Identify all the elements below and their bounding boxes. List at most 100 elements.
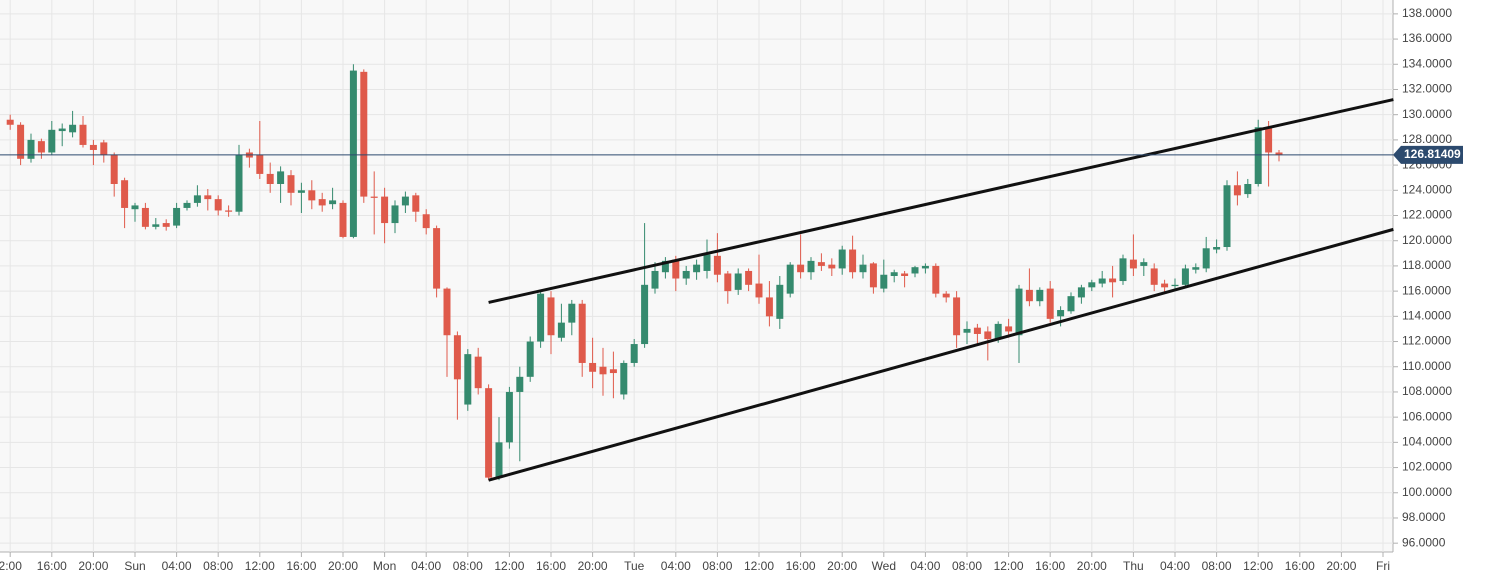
candle-body bbox=[1109, 278, 1117, 283]
candle-body bbox=[256, 155, 264, 174]
candle-body bbox=[516, 376, 524, 392]
candle-body bbox=[1181, 268, 1189, 285]
candle-body bbox=[17, 124, 25, 159]
x-tick-label: 20:00 bbox=[1077, 559, 1107, 573]
candle-body bbox=[89, 144, 97, 150]
candle-body bbox=[537, 293, 545, 342]
candle-body bbox=[599, 366, 607, 375]
candle-body bbox=[1067, 296, 1075, 312]
candle-body bbox=[589, 362, 597, 372]
candle-body bbox=[776, 284, 784, 319]
candle-body bbox=[1057, 310, 1065, 317]
x-tick-label: 08:00 bbox=[203, 559, 233, 573]
last-price-badge bbox=[1393, 145, 1463, 164]
candle-body bbox=[1098, 278, 1106, 284]
candle-body bbox=[994, 323, 1002, 340]
y-tick-label: 138.0000 bbox=[1402, 6, 1452, 20]
candle-body bbox=[817, 262, 825, 266]
y-tick-label: 116.0000 bbox=[1402, 283, 1451, 297]
candle-body bbox=[661, 260, 669, 273]
candle-body bbox=[318, 199, 326, 206]
x-tick-label: 08:00 bbox=[952, 559, 982, 573]
candle-body bbox=[100, 142, 108, 156]
y-tick-label: 130.0000 bbox=[1402, 107, 1452, 121]
candle-body bbox=[412, 195, 420, 212]
x-tick-label: 12:00 bbox=[744, 559, 774, 573]
candle-body bbox=[48, 129, 56, 153]
candle-body bbox=[1223, 185, 1231, 248]
x-tick-label: Mon bbox=[373, 559, 396, 573]
x-tick-label: 20:00 bbox=[1326, 559, 1356, 573]
y-tick-label: 136.0000 bbox=[1402, 31, 1452, 45]
candle-body bbox=[734, 273, 742, 290]
candle-body bbox=[911, 267, 919, 274]
candle-body bbox=[1254, 127, 1262, 184]
candle-body bbox=[58, 128, 66, 132]
candle-body bbox=[620, 362, 628, 395]
x-tick-label: Sun bbox=[124, 559, 145, 573]
candle-body bbox=[1140, 262, 1148, 266]
candle-body bbox=[932, 265, 940, 294]
y-tick-label: 96.0000 bbox=[1402, 535, 1446, 549]
candle-body bbox=[495, 442, 503, 478]
candle-body bbox=[755, 283, 763, 298]
y-tick-label: 106.0000 bbox=[1402, 409, 1452, 423]
y-tick-label: 122.0000 bbox=[1402, 208, 1452, 222]
y-tick-label: 104.0000 bbox=[1402, 435, 1452, 449]
x-tick-label: 04:00 bbox=[910, 559, 940, 573]
candle-body bbox=[693, 264, 701, 273]
x-tick-label: 12:00 bbox=[994, 559, 1024, 573]
candle-body bbox=[526, 341, 534, 377]
candle-body bbox=[474, 356, 482, 389]
candle-body bbox=[869, 263, 877, 288]
candle-body bbox=[1192, 267, 1200, 270]
candle-body bbox=[110, 155, 118, 184]
candle-body bbox=[984, 331, 992, 340]
x-tick-label: 16:00 bbox=[536, 559, 566, 573]
candle-body bbox=[1005, 326, 1013, 332]
x-tick-label: 16:00 bbox=[786, 559, 816, 573]
candle-body bbox=[797, 264, 805, 273]
candle-body bbox=[713, 255, 721, 275]
x-tick-label: 04:00 bbox=[162, 559, 192, 573]
candle-body bbox=[225, 210, 233, 212]
candle-body bbox=[568, 303, 576, 323]
x-tick-label: 20:00 bbox=[827, 559, 857, 573]
candle-body bbox=[69, 124, 77, 133]
y-tick-label: 128.0000 bbox=[1402, 132, 1452, 146]
x-tick-label: 16:00 bbox=[37, 559, 67, 573]
candle-body bbox=[672, 259, 680, 279]
x-tick-label: 16:00 bbox=[1035, 559, 1065, 573]
candle-body bbox=[807, 260, 815, 273]
x-tick-label: 12:00 bbox=[494, 559, 524, 573]
candle-body bbox=[557, 322, 565, 338]
candle-body bbox=[630, 344, 638, 363]
candle-body bbox=[1244, 184, 1252, 195]
candle-body bbox=[401, 196, 409, 206]
candle-body bbox=[1161, 283, 1169, 288]
y-tick-label: 110.0000 bbox=[1402, 359, 1451, 373]
candle-body bbox=[547, 297, 555, 336]
candle-body bbox=[651, 270, 659, 289]
candle-body bbox=[453, 335, 461, 380]
candle-body bbox=[703, 254, 711, 271]
candle-body bbox=[391, 205, 399, 224]
candle-body bbox=[1233, 185, 1241, 196]
candle-body bbox=[921, 265, 929, 269]
candle-body bbox=[485, 388, 493, 478]
y-tick-label: 114.0000 bbox=[1402, 309, 1451, 323]
candle-body bbox=[1150, 268, 1158, 285]
candle-body bbox=[1025, 289, 1033, 302]
x-tick-label: 16:00 bbox=[286, 559, 316, 573]
candle-body bbox=[880, 274, 888, 289]
candle-body bbox=[297, 190, 305, 193]
x-tick-label: Wed bbox=[872, 559, 896, 573]
y-tick-label: 124.0000 bbox=[1402, 182, 1452, 196]
candle-body bbox=[973, 327, 981, 334]
candle-body bbox=[953, 297, 961, 336]
candle-body bbox=[422, 214, 430, 229]
candle-body bbox=[890, 272, 898, 276]
candle-body bbox=[370, 196, 378, 198]
candle-body bbox=[1119, 258, 1127, 282]
